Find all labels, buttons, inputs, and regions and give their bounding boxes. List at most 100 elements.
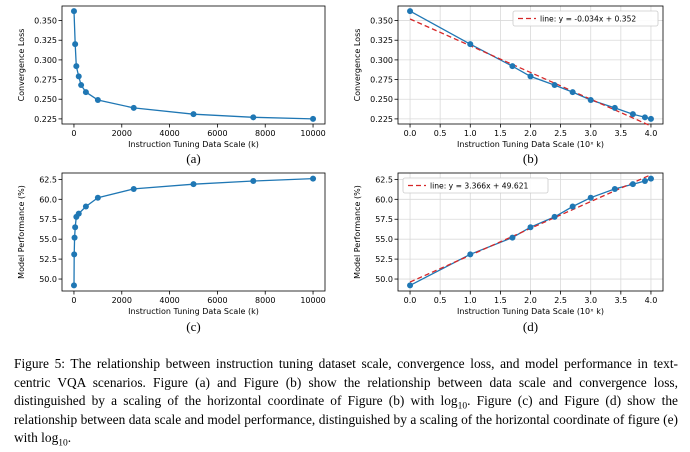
chart-b-xlabel: Instruction Tuning Data Scale (10ˣ k) [457,140,604,149]
chart-a-panel-label: (a) [186,151,200,166]
chart-b-legend-box [512,10,659,27]
chart-a-point-10 [310,115,317,122]
chart-d-xtick-label-8: 4.0 [645,296,658,305]
chart-d-point-8 [629,181,636,188]
chart-d-ytick-label-1: 52.5 [375,255,393,264]
chart-b-ytick-label-3: 0.300 [370,56,393,65]
chart-a-point-0 [70,8,77,15]
chart-b-point-2 [509,63,516,70]
chart-b-xtick-label-7: 3.5 [614,129,627,138]
caption-subscript-2: 10 [58,439,68,450]
chart-c-ytick-label-5: 62.5 [39,175,57,184]
chart-c-ytick-label-1: 52.5 [39,255,57,264]
chart-a-xtick-label-3: 6000 [207,129,227,138]
chart-c-point-0 [70,282,77,289]
chart-b-legend-label: line: y = -0.034x + 0.352 [540,15,636,24]
chart-d-point-7 [611,185,618,192]
chart-b-point-6 [587,97,594,104]
chart-d-point-1 [467,251,474,258]
chart-d-ylabel: Model Performance (%) [353,185,362,279]
chart-a-xtick-label-2: 4000 [159,129,179,138]
chart-c-point-3 [72,224,79,231]
chart-c-xtick-label-2: 4000 [159,296,179,305]
chart-b-point-10 [647,115,654,122]
chart-b-point-5 [569,89,576,96]
chart-b-point-7 [611,104,618,111]
chart-d-xtick-label-1: 0.5 [434,296,447,305]
chart-b-point-0 [407,8,414,15]
chart-b-point-4 [551,82,558,89]
chart-d-xtick-label-7: 3.5 [614,296,627,305]
chart-c-xlabel: Instruction Tuning Data Scale (k) [128,307,259,316]
chart-d-legend-label: line: y = 3.366x + 49.621 [430,182,529,191]
chart-a-ytick-label-5: 0.350 [34,17,57,26]
chart-b-ytick-label-2: 0.275 [370,76,393,85]
chart-b-xtick-label-6: 3.0 [584,129,597,138]
caption-end: . [67,430,72,446]
chart-a-point-6 [94,97,101,104]
chart-d-xtick-label-5: 2.5 [554,296,567,305]
chart-d-point-4 [551,213,558,220]
chart-b-ytick-label-0: 0.225 [370,115,393,124]
chart-a-xtick-label-5: 10000 [300,129,325,138]
chart-d-ytick-label-5: 62.5 [375,175,393,184]
chart-b-xtick-label-2: 1.0 [464,129,477,138]
chart-d-ytick-label-2: 55.0 [375,235,393,244]
chart-b-ytick-label-4: 0.325 [370,36,393,45]
chart-c-xtick-label-3: 6000 [207,296,227,305]
chart-a-point-4 [78,82,85,89]
chart-a-ytick-label-3: 0.300 [34,56,57,65]
chart-a-ytick-label-1: 0.250 [34,95,57,104]
chart-c-xtick-label-4: 8000 [255,296,275,305]
chart-d-xtick-label-2: 1.0 [464,296,477,305]
chart-d-ytick-label-4: 60.0 [375,195,393,204]
caption-lead: Figure 5: The relationship between instr… [14,356,678,409]
chart-b-ytick-label-1: 0.250 [370,95,393,104]
chart-d-ytick-label-0: 50.0 [375,275,393,284]
chart-b-xtick-label-3: 1.5 [494,129,507,138]
chart-a-xtick-label-0: 0 [71,129,76,138]
chart-b-ytick-label-5: 0.350 [370,17,393,26]
chart-c-ylabel: Model Performance (%) [17,185,26,279]
chart-c-panel-label: (c) [186,319,200,334]
chart-c-point-9 [190,181,197,188]
chart-c-frame [61,172,326,292]
chart-d-ytick-label-3: 57.5 [375,215,393,224]
chart-b-xtick-label-0: 0.0 [404,129,417,138]
chart-c-xtick-label-1: 2000 [112,296,132,305]
chart-d-point-5 [569,203,576,210]
chart-b-point-8 [629,111,636,118]
chart-a-xtick-label-4: 8000 [255,129,275,138]
chart-a-xlabel: Instruction Tuning Data Scale (k) [128,140,259,149]
chart-a-ylabel: Convergence Loss [17,29,26,102]
chart-a-point-1 [72,41,79,48]
chart-d-panel-label: (d) [523,319,538,334]
figure-caption: Figure 5: The relationship between instr… [14,355,678,450]
chart-c-point-1 [71,251,78,258]
chart-a-point-3 [75,73,82,80]
chart-a-frame [61,5,326,125]
chart-b-point-1 [467,41,474,48]
chart-b-point-9 [641,114,648,121]
chart-c-ytick-label-2: 55.0 [39,235,57,244]
chart-a-point-7 [130,104,137,111]
chart-d-point-9 [641,177,648,184]
chart-d-point-10 [647,175,654,182]
chart-b-xtick-label-1: 0.5 [434,129,447,138]
chart-a-ytick-label-4: 0.325 [34,36,57,45]
chart-c-point-11 [310,175,317,182]
chart-a-ytick-label-2: 0.275 [34,76,57,85]
chart-a-ytick-label-0: 0.225 [34,115,57,124]
chart-c-ytick-label-4: 60.0 [39,195,57,204]
chart-d-xtick-label-3: 1.5 [494,296,507,305]
chart-c-point-2 [71,234,78,241]
chart-c-ytick-label-0: 50.0 [39,275,57,284]
chart-b-xtick-label-5: 2.5 [554,129,567,138]
chart-d-xtick-label-6: 3.0 [584,296,597,305]
chart-b-fit-line [409,18,652,127]
chart-c-point-6 [82,203,89,210]
chart-d-xtick-label-4: 2.0 [524,296,537,305]
chart-c-point-10 [250,177,257,184]
chart-c-point-7 [94,194,101,201]
chart-b-panel-label: (b) [523,151,538,166]
